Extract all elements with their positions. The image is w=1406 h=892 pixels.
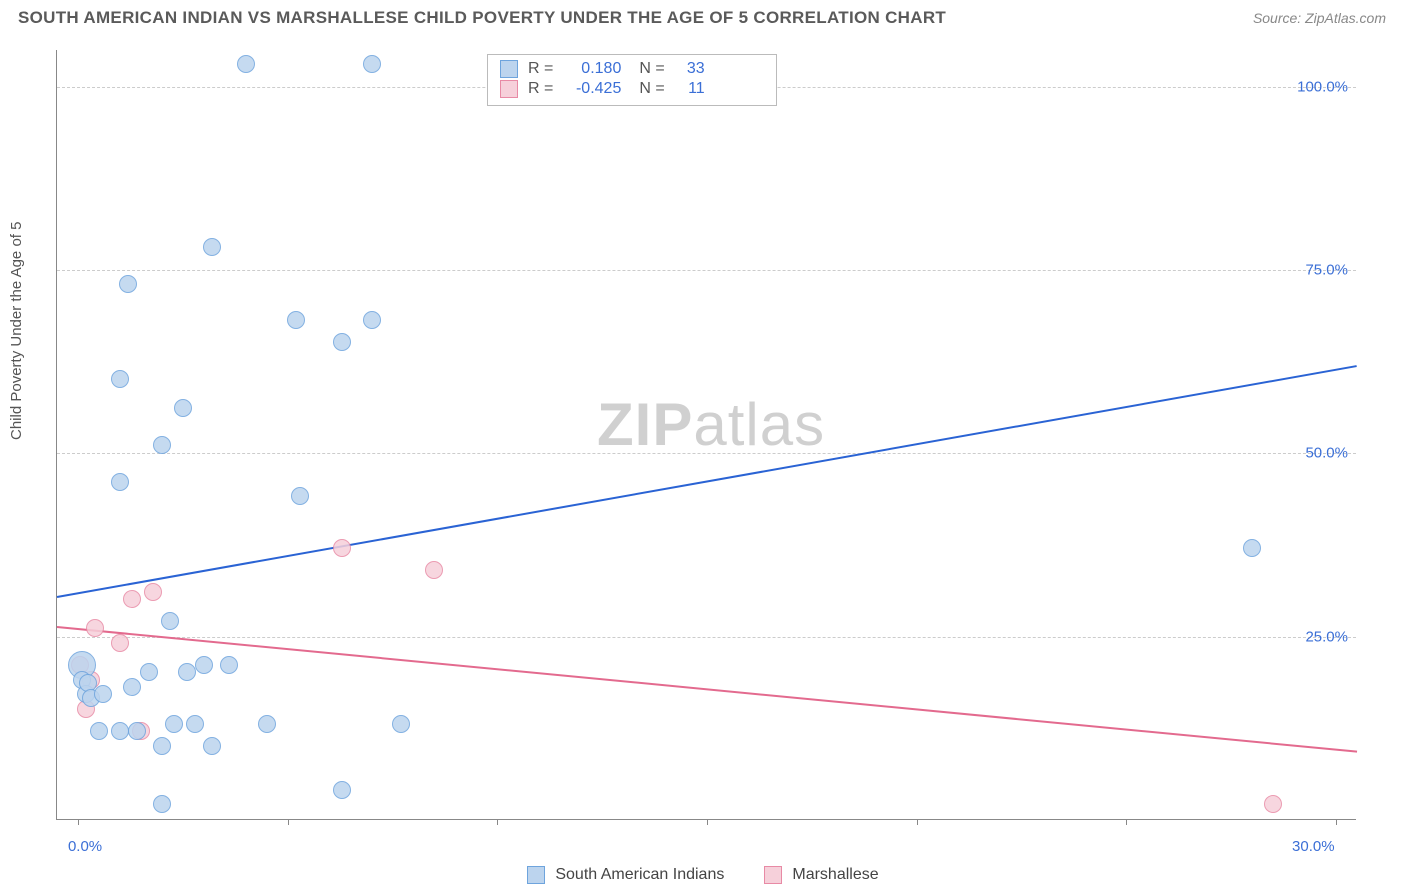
legend: South American Indians Marshallese (18, 866, 1388, 884)
data-point-series1 (123, 678, 141, 696)
data-point-series1 (333, 333, 351, 351)
x-tick (288, 819, 289, 825)
data-point-series1 (90, 722, 108, 740)
x-tick (707, 819, 708, 825)
data-point-series2 (144, 583, 162, 601)
y-tick-label: 50.0% (1305, 445, 1348, 462)
x-tick-label-left: 0.0% (68, 838, 102, 855)
data-point-series2 (425, 561, 443, 579)
data-point-series1 (258, 715, 276, 733)
stats-n-label: N = (639, 60, 664, 78)
data-point-series2 (1264, 795, 1282, 813)
y-axis-label: Child Poverty Under the Age of 5 (8, 222, 25, 440)
data-point-series1 (94, 685, 112, 703)
data-point-series1 (153, 795, 171, 813)
chart-source: Source: ZipAtlas.com (1253, 10, 1386, 26)
data-point-series1 (291, 487, 309, 505)
data-point-series1 (140, 663, 158, 681)
data-point-series1 (165, 715, 183, 733)
data-point-series1 (153, 737, 171, 755)
data-point-series1 (119, 275, 137, 293)
data-point-series1 (178, 663, 196, 681)
stats-row-series2: R = -0.425 N = 11 (500, 79, 764, 99)
stats-n-value: 11 (675, 80, 705, 98)
data-point-series1 (128, 722, 146, 740)
data-point-series1 (333, 781, 351, 799)
y-tick-label: 25.0% (1305, 628, 1348, 645)
watermark-light: atlas (693, 391, 825, 458)
gridline (57, 453, 1356, 454)
data-point-series1 (220, 656, 238, 674)
data-point-series1 (237, 55, 255, 73)
data-point-series1 (287, 311, 305, 329)
stats-r-label: R = (528, 60, 553, 78)
chart-area: Child Poverty Under the Age of 5 ZIPatla… (18, 40, 1388, 890)
legend-swatch-series2 (764, 866, 782, 884)
data-point-series1 (111, 473, 129, 491)
stats-r-label: R = (528, 80, 553, 98)
data-point-series1 (195, 656, 213, 674)
chart-title: SOUTH AMERICAN INDIAN VS MARSHALLESE CHI… (18, 8, 946, 28)
data-point-series2 (86, 619, 104, 637)
x-tick (78, 819, 79, 825)
stats-box: R = 0.180 N = 33 R = -0.425 N = 11 (487, 54, 777, 106)
legend-label-series1: South American Indians (555, 866, 724, 884)
stats-r-value: 0.180 (563, 60, 621, 78)
data-point-series1 (392, 715, 410, 733)
data-point-series1 (363, 55, 381, 73)
data-point-series1 (174, 399, 192, 417)
data-point-series1 (363, 311, 381, 329)
trendline-series1 (57, 365, 1357, 598)
legend-swatch-series1 (527, 866, 545, 884)
x-tick (1336, 819, 1337, 825)
data-point-series1 (203, 737, 221, 755)
data-point-series2 (123, 590, 141, 608)
stats-n-label: N = (639, 80, 664, 98)
data-point-series2 (111, 634, 129, 652)
x-tick (497, 819, 498, 825)
watermark-bold: ZIP (597, 391, 693, 458)
plot-region: ZIPatlas 25.0%50.0%75.0%100.0%0.0%30.0%R… (56, 50, 1356, 820)
stats-swatch-series1 (500, 60, 518, 78)
stats-r-value: -0.425 (563, 80, 621, 98)
chart-header: SOUTH AMERICAN INDIAN VS MARSHALLESE CHI… (0, 0, 1406, 36)
stats-n-value: 33 (675, 60, 705, 78)
y-tick-label: 100.0% (1297, 78, 1348, 95)
data-point-series1 (153, 436, 171, 454)
x-tick (917, 819, 918, 825)
stats-row-series1: R = 0.180 N = 33 (500, 59, 764, 79)
trendline-series2 (57, 626, 1357, 753)
data-point-series1 (186, 715, 204, 733)
legend-item-series2: Marshallese (764, 866, 878, 884)
legend-label-series2: Marshallese (792, 866, 878, 884)
data-point-series1 (203, 238, 221, 256)
gridline (57, 637, 1356, 638)
data-point-series2 (333, 539, 351, 557)
gridline (57, 270, 1356, 271)
x-tick (1126, 819, 1127, 825)
data-point-series1 (111, 722, 129, 740)
data-point-series1 (161, 612, 179, 630)
y-tick-label: 75.0% (1305, 262, 1348, 279)
data-point-series1 (1243, 539, 1261, 557)
stats-swatch-series2 (500, 80, 518, 98)
legend-item-series1: South American Indians (527, 866, 724, 884)
data-point-series1 (111, 370, 129, 388)
x-tick-label-right: 30.0% (1292, 838, 1335, 855)
watermark: ZIPatlas (597, 390, 825, 459)
